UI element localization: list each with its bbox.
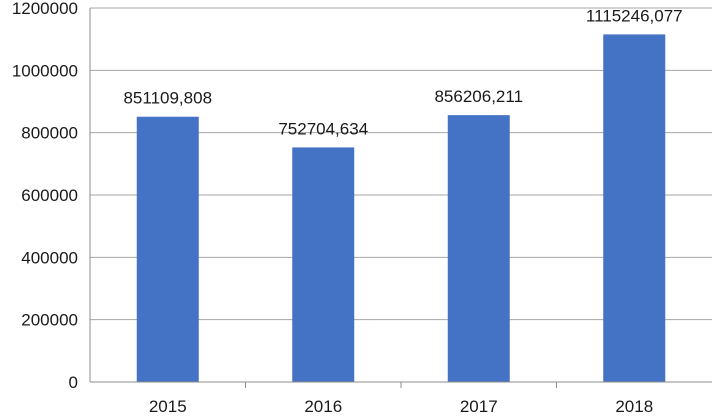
bar-2016	[292, 147, 355, 382]
y-tick-label: 1000000	[12, 61, 78, 80]
bar-2015	[136, 116, 199, 383]
axes	[89, 8, 712, 388]
y-tick-label: 200000	[21, 311, 78, 330]
x-tick-label: 2018	[615, 397, 653, 416]
y-tick-label: 400000	[21, 248, 78, 267]
data-label: 1115246,077	[586, 6, 683, 25]
x-tick-label: 2017	[460, 397, 498, 416]
x-axis-ticks: 2015 2016 2017 2018	[149, 397, 653, 416]
data-label: 752704,634	[278, 119, 368, 138]
y-tick-label: 600000	[21, 186, 78, 205]
y-tick-label: 0	[69, 373, 78, 392]
y-tick-label: 1200000	[12, 0, 78, 18]
y-axis-ticks: 0 200000 400000 600000 800000 1000000 1200000	[12, 0, 78, 392]
data-labels: 851109,808 752704,634 856206,211 1115246,07…	[123, 6, 682, 138]
data-label: 851109,808	[123, 89, 212, 108]
bar-2017	[447, 115, 510, 383]
y-tick-label: 800000	[21, 124, 78, 143]
data-label: 856206,211	[434, 87, 523, 106]
bar-2018	[603, 34, 666, 382]
x-tick-label: 2016	[304, 397, 342, 416]
bars	[136, 34, 666, 383]
x-tick-label: 2015	[149, 397, 187, 416]
